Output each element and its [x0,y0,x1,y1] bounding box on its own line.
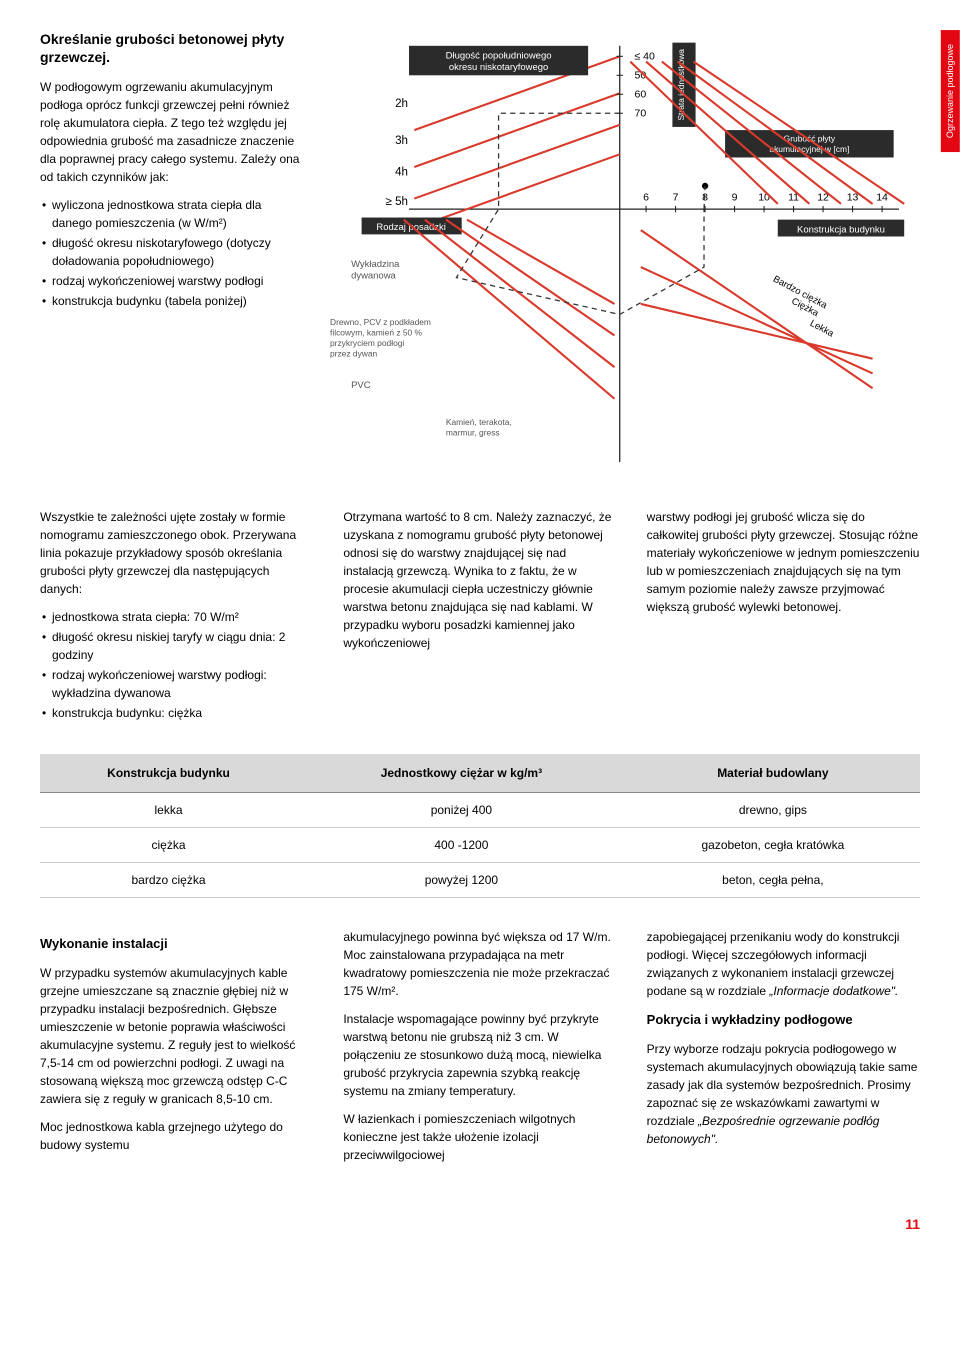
svg-text:4h: 4h [395,166,408,178]
svg-text:≥ 5h: ≥ 5h [386,196,408,208]
svg-text:dywanowa: dywanowa [351,271,396,282]
svg-text:2h: 2h [395,98,408,110]
note-paragraph: warstwy podłogi jej grubość wlicza się d… [647,508,920,616]
svg-text:14: 14 [876,192,888,204]
svg-text:Wykładzina: Wykładzina [351,259,400,270]
nomogram-chart: 2h 3h 4h ≥ 5h Długość popołudniowegookresu n… [330,30,920,483]
svg-text:Konstrukcja budynku: Konstrukcja budynku [797,224,885,235]
svg-text:6: 6 [643,192,649,204]
svg-text:Kamień, terakota,: Kamień, terakota, [446,417,512,427]
svg-text:Grubość płyty: Grubość płyty [784,134,836,144]
svg-text:≤ 40: ≤ 40 [634,50,655,62]
svg-text:Drewno, PCV z podkładem: Drewno, PCV z podkładem [330,317,431,327]
factors-list: wyliczona jednostkowa strata ciepła dla … [40,196,300,310]
summary-paragraph: Wszystkie te zależności ujęte zostały w … [40,508,313,598]
page-number: 11 [40,1214,920,1235]
svg-text:marmur, gress: marmur, gress [446,428,500,438]
coverings-heading: Pokrycia i wykładziny podłogowe [647,1010,920,1030]
svg-text:9: 9 [732,192,738,204]
construction-table: Konstrukcja budynkuJednostkowy ciężar w … [40,754,920,898]
svg-text:przykryciem podłogi: przykryciem podłogi [330,338,404,348]
install-p2: Moc jednostkowa kabla grzejnego użytego … [40,1118,313,1154]
install-p3: akumulacyjnego powinna być większa od 17… [343,928,616,1000]
svg-text:60: 60 [634,88,646,100]
svg-text:filcowym, kamień z 50 %: filcowym, kamień z 50 % [330,328,423,338]
svg-text:Lekka: Lekka [808,318,836,340]
svg-text:7: 7 [673,192,679,204]
result-paragraph: Otrzymana wartość to 8 cm. Należy zaznac… [343,508,616,652]
svg-text:PVC: PVC [351,380,371,391]
svg-text:przez dywan: przez dywan [330,349,378,359]
svg-text:Długość popołudniowego: Długość popołudniowego [446,50,552,61]
svg-text:akumulacyjnej w [cm]: akumulacyjnej w [cm] [769,144,849,154]
section-heading: Określanie grubości betonowej płyty grze… [40,30,300,66]
svg-text:okresu niskotaryfowego: okresu niskotaryfowego [449,62,548,73]
coverings-p: Przy wyborze rodzaju pokrycia podłogoweg… [647,1040,920,1148]
svg-text:70: 70 [634,107,646,119]
install-p5: W łazienkach i pomieszczeniach wilgotnyc… [343,1110,616,1164]
example-list: jednostkowa strata ciepła: 70 W/m²długoś… [40,608,313,722]
svg-text:3h: 3h [395,135,408,147]
install-p4: Instalacje wspomagające powinny być przy… [343,1010,616,1100]
install-p6: zapobiegającej przenikaniu wody do konst… [647,928,920,1000]
side-tab: Ogrzewanie podłogowe [941,30,960,152]
install-p1: W przypadku systemów akumulacyjnych kabl… [40,964,313,1108]
install-heading: Wykonanie instalacji [40,934,313,954]
intro-paragraph: W podłogowym ogrzewaniu akumulacyjnym po… [40,78,300,186]
